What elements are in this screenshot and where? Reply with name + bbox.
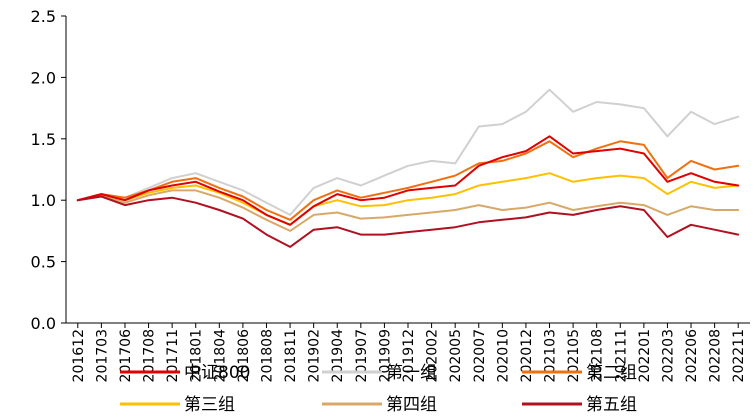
series-line-0 <box>76 135 740 226</box>
x-tick-label: 202002 <box>425 329 441 382</box>
series-line-5 <box>76 195 740 248</box>
x-tick-label: 202108 <box>590 329 606 382</box>
y-tick-label: 2.5 <box>31 7 56 26</box>
x-tick-label: 202105 <box>566 329 582 382</box>
x-tick-label: 201703 <box>94 329 110 382</box>
series-lines <box>76 88 740 248</box>
x-tick-label: 202206 <box>684 329 700 383</box>
x-tick-label: 201904 <box>330 329 346 383</box>
x-tick-label: 201909 <box>377 329 393 382</box>
x-tick-label: 201804 <box>212 329 228 383</box>
y-tick-label: 1.0 <box>31 191 56 210</box>
legend-item: 第五组 <box>522 395 637 415</box>
series-line-2 <box>76 140 740 221</box>
x-tick-label: 201612 <box>71 329 87 382</box>
x-tick-label: 202203 <box>660 329 676 382</box>
x-tick-label: 201902 <box>307 329 323 382</box>
x-tick-label: 201811 <box>283 329 299 382</box>
y-tick-label: 2.0 <box>31 68 56 87</box>
legend-label: 中证800 <box>184 363 250 383</box>
x-tick-label: 202103 <box>543 329 559 382</box>
legend-label: 第五组 <box>586 395 637 415</box>
x-tick-label: 202010 <box>495 329 511 382</box>
x-tick-label: 201808 <box>259 329 275 382</box>
legend-item: 第三组 <box>120 395 235 415</box>
series-line-3 <box>76 172 740 226</box>
x-tick-label: 201706 <box>118 329 134 383</box>
x-tick-label: 202007 <box>472 329 488 382</box>
legend-label: 第三组 <box>184 395 235 415</box>
x-tick-label: 201912 <box>401 329 417 382</box>
legend-item: 中证800 <box>120 363 250 383</box>
legend-label: 第四组 <box>386 395 437 415</box>
x-tick-label: 201801 <box>189 329 205 382</box>
x-tick-label: 202208 <box>708 329 724 382</box>
x-tick-label: 201907 <box>354 329 370 382</box>
legend-item: 第一组 <box>322 363 437 383</box>
y-tick-label: 1.5 <box>31 130 56 149</box>
legend-item: 第四组 <box>322 395 437 415</box>
legend-label: 第二组 <box>586 363 637 383</box>
legend-item: 第二组 <box>522 363 637 383</box>
series-line-4 <box>76 189 740 232</box>
series-line-1 <box>76 88 740 216</box>
legend-label: 第一组 <box>386 363 437 383</box>
x-tick-label: 202005 <box>448 329 464 382</box>
x-tick-label: 202201 <box>637 329 653 382</box>
x-tick-label: 202111 <box>613 329 629 382</box>
y-tick-label: 0.5 <box>31 253 56 272</box>
x-tick-label: 201711 <box>165 329 181 382</box>
y-tick-label: 0.0 <box>31 314 56 333</box>
x-tick-label: 201806 <box>236 329 252 383</box>
x-tick-label: 202012 <box>519 329 535 382</box>
axes: 0.0 0.5 1.0 1.5 2.0 2.5 201612 201703 201706 2017… <box>31 7 750 382</box>
x-tick-label: 202211 <box>731 329 747 382</box>
x-tick-label: 201708 <box>142 329 158 382</box>
